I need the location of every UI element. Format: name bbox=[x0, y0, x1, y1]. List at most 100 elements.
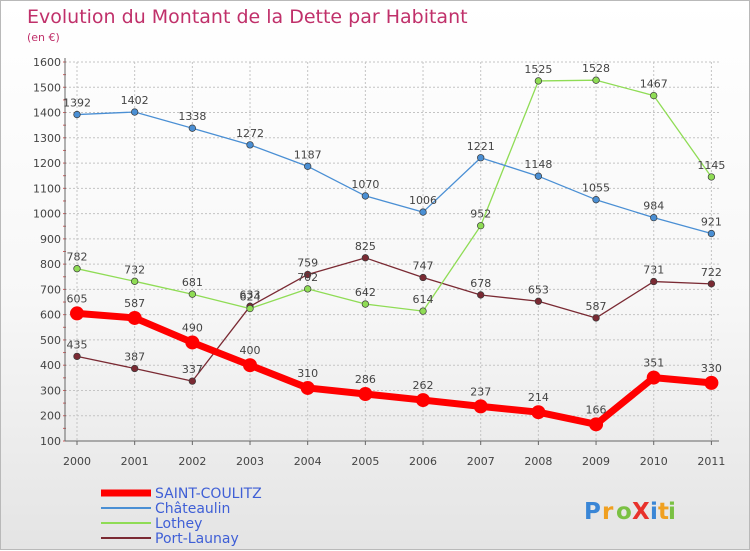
data-label-chateaulin: 1338 bbox=[178, 110, 206, 123]
point-lothey bbox=[707, 173, 716, 181]
point-chateaulin bbox=[73, 110, 81, 119]
point-saint-coulitz bbox=[127, 310, 142, 325]
point-port-launay bbox=[131, 364, 139, 373]
point-lothey bbox=[246, 304, 254, 313]
data-label-lothey: 1528 bbox=[582, 62, 610, 75]
point-saint-coulitz bbox=[358, 387, 373, 402]
data-label-chateaulin: 1272 bbox=[236, 127, 264, 140]
legend-label-lothey: Lothey bbox=[155, 516, 202, 532]
data-label-port-launay: 435 bbox=[67, 338, 88, 351]
point-port-launay bbox=[419, 273, 427, 282]
data-label-chateaulin: 1006 bbox=[409, 194, 437, 207]
data-label-chateaulin: 1148 bbox=[524, 158, 552, 171]
y-tick-label: 1200 bbox=[33, 157, 61, 170]
data-label-saint-coulitz: 351 bbox=[643, 357, 664, 370]
point-lothey bbox=[419, 307, 427, 315]
y-tick-label: 900 bbox=[40, 233, 61, 246]
chart-title: Evolution du Montant de la Dette par Hab… bbox=[27, 6, 468, 28]
point-lothey bbox=[477, 222, 485, 230]
point-chateaulin bbox=[304, 162, 312, 171]
data-label-saint-coulitz: 310 bbox=[297, 367, 318, 380]
x-tick-label: 2000 bbox=[63, 455, 91, 468]
data-label-chateaulin: 1221 bbox=[467, 140, 495, 153]
point-port-launay bbox=[650, 277, 658, 286]
y-tick-label: 200 bbox=[40, 410, 61, 423]
data-label-chateaulin: 921 bbox=[701, 216, 722, 229]
point-saint-coulitz bbox=[646, 370, 661, 385]
data-label-saint-coulitz: 330 bbox=[701, 362, 722, 375]
chart-subtitle: (en €) bbox=[27, 31, 60, 44]
point-saint-coulitz bbox=[704, 375, 719, 390]
point-lothey bbox=[534, 77, 543, 85]
data-label-saint-coulitz: 490 bbox=[182, 321, 203, 334]
logo-letter: i bbox=[668, 499, 676, 525]
data-label-port-launay: 653 bbox=[528, 283, 549, 296]
data-label-saint-coulitz: 166 bbox=[586, 403, 607, 416]
point-chateaulin bbox=[534, 172, 543, 180]
data-labels: 435 387 337 633 759 825 747 678 653 587 731 722 782 7… bbox=[63, 62, 725, 416]
y-tick-label: 1100 bbox=[33, 182, 61, 195]
y-tick-label: 1600 bbox=[33, 56, 61, 69]
x-tick-label: 2009 bbox=[582, 455, 610, 468]
data-label-chateaulin: 1392 bbox=[63, 97, 91, 110]
series-line-lothey bbox=[76, 79, 713, 312]
point-port-launay bbox=[592, 314, 600, 322]
logo-letter: P bbox=[584, 499, 601, 525]
y-tick-label: 400 bbox=[40, 359, 61, 372]
data-label-saint-coulitz: 400 bbox=[240, 344, 261, 357]
data-label-lothey: 782 bbox=[67, 251, 88, 264]
y-tick-label: 300 bbox=[40, 384, 61, 397]
point-chateaulin bbox=[361, 192, 370, 200]
point-saint-coulitz bbox=[531, 405, 546, 420]
point-lothey bbox=[188, 290, 196, 298]
data-label-port-launay: 337 bbox=[182, 363, 203, 376]
point-saint-coulitz bbox=[243, 358, 258, 373]
series-group bbox=[70, 76, 719, 432]
x-tick-label: 2002 bbox=[178, 455, 206, 468]
data-label-port-launay: 722 bbox=[701, 266, 722, 279]
point-port-launay bbox=[73, 352, 81, 361]
data-label-chateaulin: 984 bbox=[643, 200, 664, 213]
point-saint-coulitz bbox=[473, 399, 488, 414]
point-port-launay bbox=[477, 291, 485, 299]
point-lothey bbox=[650, 91, 658, 100]
data-label-port-launay: 587 bbox=[586, 300, 607, 313]
data-label-saint-coulitz: 605 bbox=[67, 292, 88, 305]
logo-letter: o bbox=[616, 499, 632, 525]
point-saint-coulitz bbox=[416, 393, 431, 408]
data-label-saint-coulitz: 237 bbox=[470, 385, 491, 398]
data-label-port-launay: 731 bbox=[643, 264, 664, 277]
point-saint-coulitz bbox=[185, 335, 200, 350]
data-label-chateaulin: 1187 bbox=[294, 148, 322, 161]
data-label-port-launay: 747 bbox=[413, 260, 434, 273]
y-tick-label: 1400 bbox=[33, 107, 61, 120]
data-label-lothey: 642 bbox=[355, 286, 376, 299]
point-lothey bbox=[131, 277, 139, 285]
data-label-saint-coulitz: 214 bbox=[528, 391, 549, 404]
logo-letter: X bbox=[632, 499, 650, 525]
point-port-launay bbox=[304, 270, 312, 279]
data-label-chateaulin: 1402 bbox=[121, 94, 149, 107]
data-label-port-launay: 825 bbox=[355, 240, 376, 253]
x-tick-label: 2003 bbox=[236, 455, 264, 468]
point-port-launay bbox=[361, 254, 370, 262]
legend-label-port-launay: Port-Launay bbox=[155, 531, 239, 547]
x-tick-label: 2008 bbox=[524, 455, 552, 468]
data-label-lothey: 614 bbox=[413, 293, 434, 306]
logo-letter: t bbox=[658, 499, 669, 525]
y-tick-label: 1500 bbox=[33, 81, 61, 94]
data-label-lothey: 732 bbox=[124, 263, 145, 276]
point-port-launay bbox=[534, 297, 543, 305]
legend-label-saint-coulitz: SAINT-COULITZ bbox=[155, 486, 262, 502]
point-chateaulin bbox=[188, 124, 196, 132]
grid bbox=[65, 61, 719, 442]
point-chateaulin bbox=[477, 154, 485, 162]
x-tick-label: 2005 bbox=[351, 455, 379, 468]
point-lothey bbox=[361, 300, 370, 308]
data-label-lothey: 1525 bbox=[524, 63, 552, 76]
data-label-lothey: 681 bbox=[182, 276, 203, 289]
point-chateaulin bbox=[246, 141, 254, 149]
y-tick-label: 700 bbox=[40, 283, 61, 296]
x-tick-label: 2001 bbox=[121, 455, 149, 468]
